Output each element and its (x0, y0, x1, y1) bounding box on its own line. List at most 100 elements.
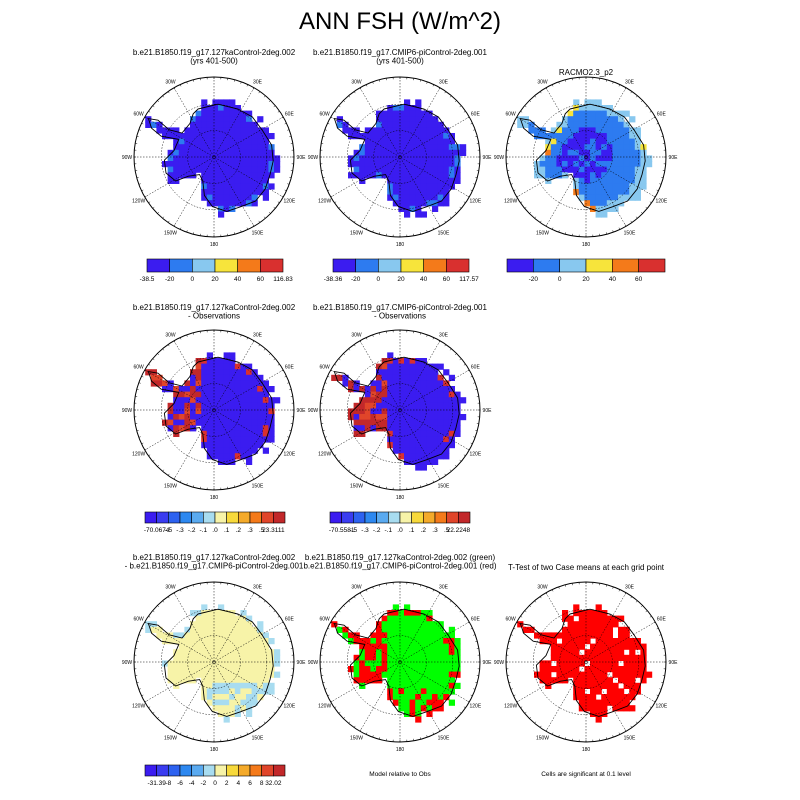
map-cell (398, 200, 405, 207)
map-cell (387, 177, 394, 184)
map-cell (234, 369, 241, 376)
map-cell (398, 391, 405, 398)
boundary-tick (162, 95, 165, 98)
longitude-label: 150W (536, 230, 549, 236)
map-cell (206, 626, 213, 633)
map-cell (184, 380, 191, 387)
map-cell (201, 127, 208, 134)
map-cell (167, 638, 174, 645)
boundary-tick (144, 116, 147, 119)
map-cell (257, 374, 264, 381)
colorbar-tick-label: 2 (225, 780, 229, 787)
boundary-tick (438, 340, 441, 343)
boundary-tick (322, 176, 325, 178)
boundary-tick (246, 589, 249, 592)
map-cell (415, 632, 422, 639)
map-cell (426, 442, 433, 449)
map-cell (178, 402, 185, 409)
map-cell (178, 397, 185, 404)
colorbar-swatch (261, 511, 274, 524)
map-cell (251, 425, 258, 432)
boundary-tick (365, 589, 368, 592)
boundary-tick (240, 483, 242, 486)
map-cell (392, 649, 399, 656)
longitude-label: 30W (165, 585, 176, 591)
colorbar-tick-label: .2 (236, 527, 242, 534)
map-cell (229, 161, 236, 168)
map-cell (623, 138, 630, 145)
map-cell (257, 688, 264, 695)
map-cell (567, 166, 574, 173)
map-cell (556, 649, 563, 656)
map-cell (562, 660, 569, 667)
boundary-tick (258, 344, 261, 347)
map-cell (268, 654, 275, 661)
map-cell (229, 189, 236, 196)
map-cell (443, 183, 450, 190)
map-cell (223, 710, 230, 717)
boundary-tick (284, 694, 287, 697)
map-cell (178, 149, 185, 156)
map-cell (415, 358, 422, 365)
map-cell (240, 189, 247, 196)
map-cell (190, 671, 197, 678)
longitude-label: 90E (297, 155, 307, 161)
map-cell (562, 161, 569, 168)
map-cell (262, 654, 269, 661)
boundary-tick (459, 105, 462, 108)
longitude-label: 30E (439, 333, 449, 339)
map-cell (195, 116, 202, 123)
boundary-tick (539, 725, 542, 728)
map-cell (404, 149, 411, 156)
map-cell (348, 155, 355, 162)
map-cell (398, 419, 405, 426)
map-cell (618, 172, 625, 179)
boundary-tick (240, 735, 242, 738)
map-cell (573, 172, 580, 179)
map-cell (190, 369, 197, 376)
map-cell (443, 402, 450, 409)
map-cell (201, 621, 208, 628)
map-cell (167, 149, 174, 156)
map-cell (420, 688, 427, 695)
map-cell (595, 654, 602, 661)
map-cell (448, 643, 455, 650)
map-cell (415, 699, 422, 706)
map-cell (240, 363, 247, 370)
map-cell (545, 671, 552, 678)
boundary-tick (545, 592, 548, 595)
map-cell (601, 149, 608, 156)
colorbar-tick-label: 0 (558, 276, 562, 283)
map-cell (590, 161, 597, 168)
map-cell (545, 660, 552, 667)
map-cell (195, 110, 202, 117)
map-cell (240, 705, 247, 712)
map-cell (432, 436, 439, 443)
map-cell (212, 161, 219, 168)
map-cell (573, 643, 580, 650)
boundary-tick (524, 105, 527, 108)
map-cell (212, 654, 219, 661)
map-cell (590, 710, 597, 717)
map-cell (623, 626, 630, 633)
colorbar-swatch (237, 258, 261, 273)
boundary-tick (252, 592, 255, 595)
longitude-label: 30W (537, 80, 548, 86)
map-cell (246, 621, 253, 628)
map-cell (443, 447, 450, 454)
boundary-tick (618, 732, 621, 735)
map-cell (606, 194, 613, 201)
boundary-tick (138, 436, 141, 438)
map-cell (612, 621, 619, 628)
boundary-tick (179, 337, 182, 340)
map-cell (387, 358, 394, 365)
map-cell (206, 649, 213, 656)
map-cell (212, 699, 219, 706)
map-cell (387, 133, 394, 140)
boundary-tick (141, 627, 144, 630)
map-cell (398, 386, 405, 393)
map-cell (234, 660, 241, 667)
colorbar-swatch (458, 511, 471, 524)
colorbar-swatch (260, 258, 284, 273)
boundary-tick (148, 454, 151, 457)
